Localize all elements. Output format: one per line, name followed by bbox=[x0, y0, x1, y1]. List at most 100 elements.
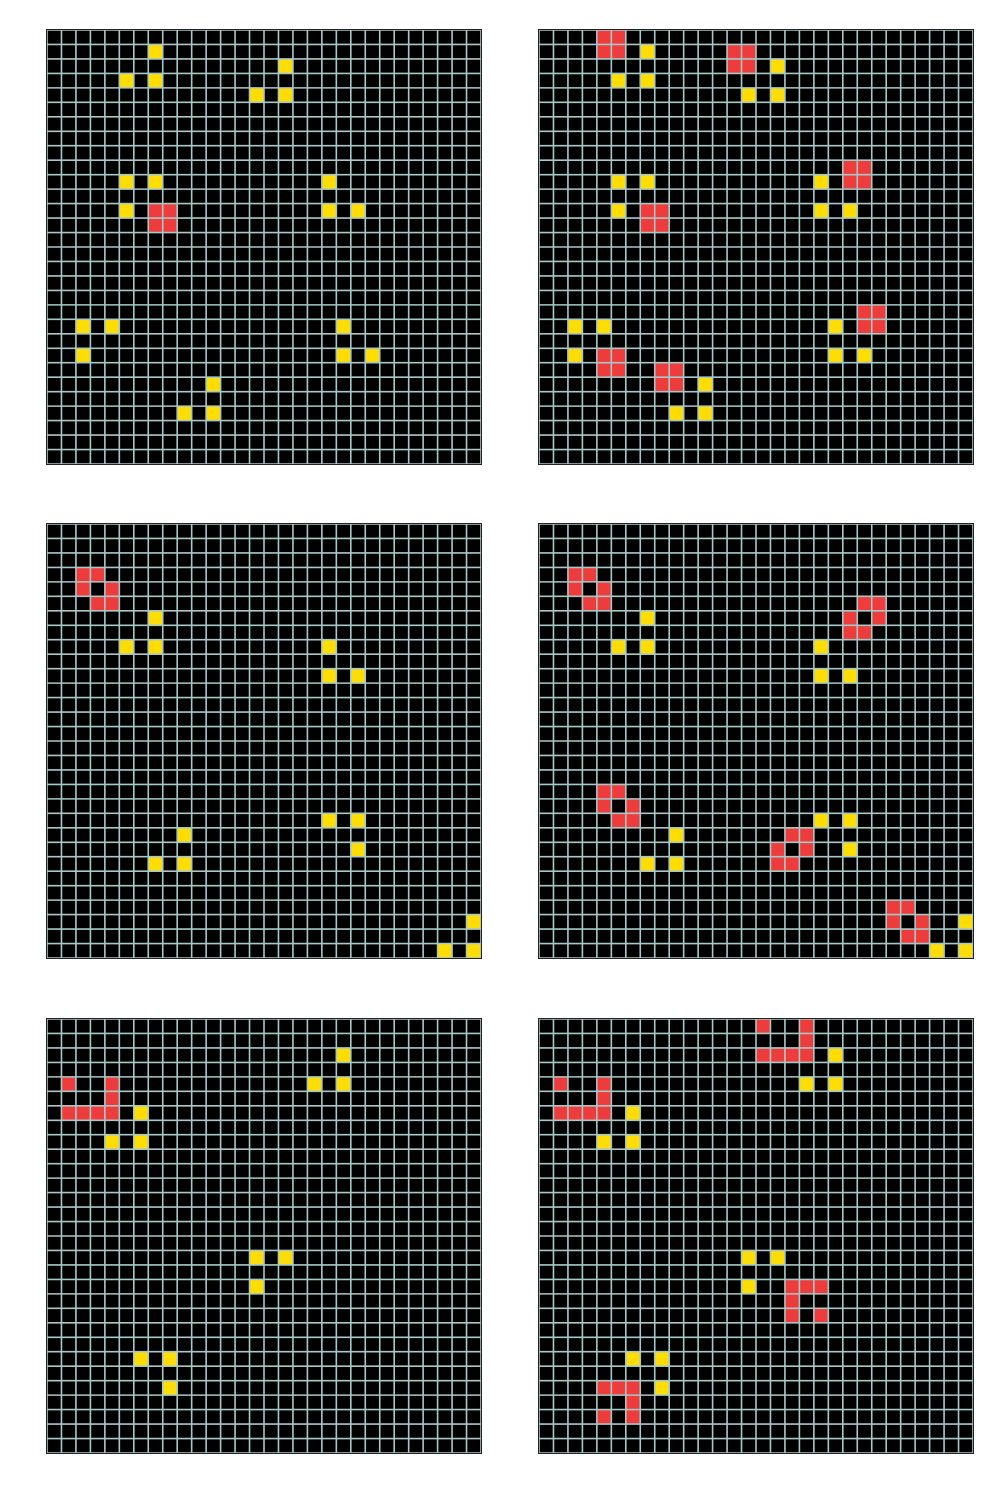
red-cell bbox=[727, 58, 742, 74]
red-cell bbox=[148, 203, 163, 219]
red-cell bbox=[567, 581, 583, 597]
red-cell bbox=[813, 1279, 829, 1294]
red-cell bbox=[75, 1105, 91, 1121]
yellow-cell bbox=[698, 406, 713, 421]
yellow-cell bbox=[162, 1351, 178, 1367]
red-cell bbox=[611, 784, 626, 799]
red-cell bbox=[625, 1380, 641, 1396]
red-cell bbox=[104, 581, 120, 597]
yellow-cell bbox=[148, 856, 163, 872]
yellow-cell bbox=[813, 668, 829, 684]
red-cell bbox=[596, 348, 612, 363]
red-cell bbox=[654, 218, 670, 233]
red-cell bbox=[61, 1076, 76, 1092]
yellow-cell bbox=[813, 813, 829, 828]
red-cell bbox=[104, 1091, 120, 1106]
yellow-cell bbox=[813, 639, 829, 655]
red-cell bbox=[669, 377, 684, 392]
red-cell bbox=[857, 596, 872, 611]
yellow-cell bbox=[625, 1105, 641, 1121]
grid-canvas bbox=[539, 30, 973, 464]
yellow-cell bbox=[770, 58, 785, 74]
red-cell bbox=[582, 567, 597, 582]
yellow-cell bbox=[321, 174, 337, 190]
red-cell bbox=[162, 203, 178, 219]
yellow-cell bbox=[625, 1134, 641, 1150]
yellow-cell bbox=[249, 1250, 264, 1265]
red-cell bbox=[857, 160, 872, 175]
yellow-cell bbox=[958, 943, 973, 958]
yellow-cell bbox=[119, 203, 134, 219]
red-cell bbox=[842, 610, 858, 626]
red-cell bbox=[625, 1395, 641, 1410]
yellow-cell bbox=[640, 639, 655, 655]
yellow-cell bbox=[350, 842, 366, 857]
grid-panel-example-2-output bbox=[538, 523, 974, 959]
yellow-cell bbox=[640, 174, 655, 190]
yellow-cell bbox=[177, 856, 192, 872]
red-cell bbox=[625, 1409, 641, 1425]
red-cell bbox=[90, 1105, 105, 1121]
yellow-cell bbox=[857, 348, 872, 363]
red-cell bbox=[625, 798, 641, 814]
red-cell bbox=[104, 1076, 120, 1092]
yellow-cell bbox=[278, 58, 293, 74]
yellow-cell bbox=[278, 1250, 293, 1265]
yellow-cell bbox=[75, 319, 91, 334]
grid-canvas bbox=[47, 1019, 481, 1453]
red-cell bbox=[596, 1091, 612, 1106]
yellow-cell bbox=[119, 73, 134, 88]
red-cell bbox=[611, 30, 626, 45]
grid-panel-example-1-input bbox=[46, 29, 482, 465]
yellow-cell bbox=[828, 1076, 843, 1092]
yellow-cell bbox=[350, 203, 366, 219]
red-cell bbox=[770, 842, 785, 857]
red-cell bbox=[727, 44, 742, 59]
red-cell bbox=[567, 567, 583, 582]
yellow-cell bbox=[336, 319, 351, 334]
yellow-cell bbox=[307, 1076, 322, 1092]
red-cell bbox=[784, 1293, 800, 1309]
yellow-cell bbox=[813, 174, 829, 190]
yellow-cell bbox=[611, 203, 626, 219]
yellow-cell bbox=[148, 610, 163, 626]
red-cell bbox=[871, 304, 887, 320]
yellow-cell bbox=[133, 1134, 149, 1150]
red-cell bbox=[104, 596, 120, 611]
red-cell bbox=[886, 914, 901, 930]
red-cell bbox=[596, 581, 612, 597]
yellow-cell bbox=[596, 1134, 612, 1150]
red-cell bbox=[162, 218, 178, 233]
red-cell bbox=[611, 44, 626, 59]
red-cell bbox=[915, 929, 930, 944]
yellow-cell bbox=[842, 842, 858, 857]
yellow-cell bbox=[321, 813, 337, 828]
red-cell bbox=[596, 1409, 612, 1425]
yellow-cell bbox=[741, 1250, 756, 1265]
red-cell bbox=[596, 596, 612, 611]
red-cell bbox=[799, 1047, 814, 1063]
yellow-cell bbox=[698, 377, 713, 392]
red-cell bbox=[741, 44, 756, 59]
red-cell bbox=[799, 1033, 814, 1048]
grid-panel-example-2-input bbox=[46, 523, 482, 959]
red-cell bbox=[784, 1308, 800, 1323]
yellow-cell bbox=[640, 73, 655, 88]
red-cell bbox=[596, 784, 612, 799]
yellow-cell bbox=[466, 943, 481, 958]
yellow-cell bbox=[611, 73, 626, 88]
yellow-cell bbox=[148, 44, 163, 59]
red-cell bbox=[857, 319, 872, 334]
red-cell bbox=[596, 30, 612, 45]
yellow-cell bbox=[567, 319, 583, 334]
yellow-cell bbox=[321, 639, 337, 655]
yellow-cell bbox=[249, 87, 264, 103]
red-cell bbox=[799, 1279, 814, 1294]
yellow-cell bbox=[741, 1279, 756, 1294]
red-cell bbox=[596, 1105, 612, 1121]
yellow-cell bbox=[625, 1351, 641, 1367]
yellow-cell bbox=[813, 203, 829, 219]
yellow-cell bbox=[567, 348, 583, 363]
red-cell bbox=[90, 567, 105, 582]
grid-canvas bbox=[539, 1019, 973, 1453]
